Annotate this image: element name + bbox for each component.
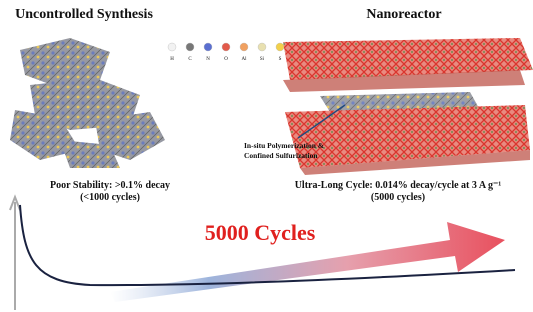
annotation: In-situ Polymerization &: [244, 141, 324, 150]
annotation: Confined Sulfurization: [244, 151, 318, 160]
y-axis-arrow: [10, 197, 20, 310]
atom-swatch: [222, 43, 230, 51]
atom-label: H: [170, 57, 174, 62]
left-caption: Poor Stability: >0.1% decay: [50, 180, 170, 191]
left-caption: (<1000 cycles): [80, 192, 140, 203]
atom-swatch: [240, 43, 248, 51]
atom-swatch: [204, 43, 212, 51]
left-title: Uncontrolled Synthesis: [15, 7, 153, 22]
atom-label: Al: [242, 57, 248, 62]
atom-swatch: [258, 43, 266, 51]
atom-label: N: [206, 57, 210, 62]
atom-label: O: [224, 57, 228, 62]
molecule-cluster: [10, 38, 165, 168]
atom-swatch: [186, 43, 194, 51]
nanoreactor: [283, 38, 533, 175]
atom-legend: H C N O Al Si S: [168, 43, 284, 62]
arrow-label: 5000 Cycles: [205, 220, 316, 245]
atom-swatch: [168, 43, 176, 51]
atom-label: S: [279, 57, 282, 62]
right-caption: Ultra-Long Cycle: 0.014% decay/cycle at …: [295, 180, 502, 191]
atom-label: C: [188, 57, 192, 62]
atom-swatch: [276, 43, 284, 51]
atom-label: Si: [260, 57, 265, 62]
figure: Uncontrolled Synthesis Nanoreactor H C N O A…: [0, 0, 533, 312]
right-title: Nanoreactor: [366, 7, 441, 22]
right-caption: (5000 cycles): [371, 192, 425, 203]
